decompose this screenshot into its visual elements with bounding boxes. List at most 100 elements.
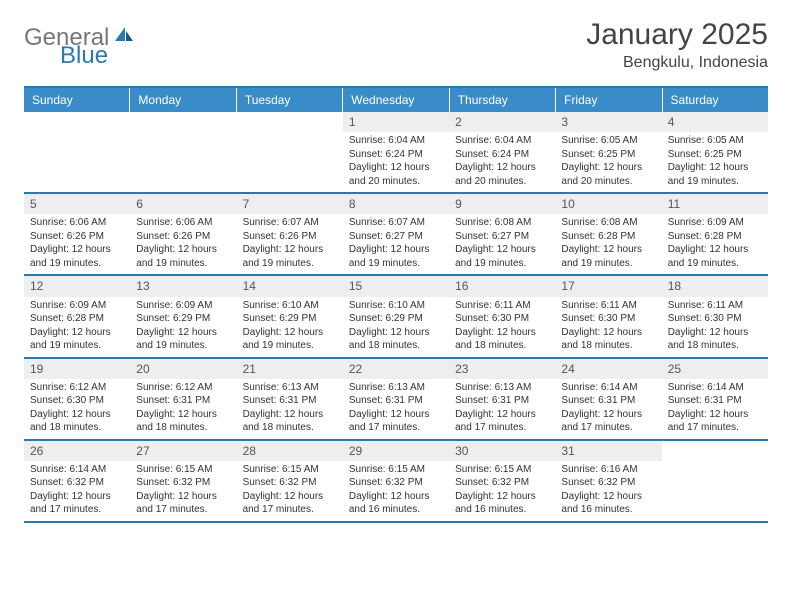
day-cell: 24Sunrise: 6:14 AMSunset: 6:31 PMDayligh… bbox=[555, 359, 661, 439]
sunset-line: Sunset: 6:31 PM bbox=[349, 394, 443, 408]
day-header: Saturday bbox=[663, 88, 768, 112]
sunset-line: Sunset: 6:31 PM bbox=[136, 394, 230, 408]
day-cell: 27Sunrise: 6:15 AMSunset: 6:32 PMDayligh… bbox=[130, 441, 236, 521]
day-cell: 13 Sunrise: 6:09 AMSunset: 6:29 PMDayligh… bbox=[130, 276, 236, 356]
day-cell: 3Sunrise: 6:05 AMSunset: 6:25 PMDaylight… bbox=[555, 112, 661, 192]
sunrise-line: Sunrise: 6:12 AM bbox=[30, 381, 124, 395]
daylight-line: Daylight: 12 hours and 19 minutes. bbox=[349, 243, 443, 270]
day-number: 20 bbox=[130, 359, 236, 379]
day-content: Sunrise: 6:04 AMSunset: 6:24 PMDaylight:… bbox=[343, 134, 449, 192]
day-number: 21 bbox=[237, 359, 343, 379]
sunset-line: Sunset: 6:30 PM bbox=[561, 312, 655, 326]
sunrise-line: Sunrise: 6:15 AM bbox=[243, 463, 337, 477]
sunrise-line: Sunrise: 6:09 AM bbox=[136, 299, 230, 313]
daylight-line: Daylight: 12 hours and 18 minutes. bbox=[455, 326, 549, 353]
day-content: Sunrise: 6:06 AMSunset: 6:26 PMDaylight:… bbox=[130, 216, 236, 274]
weeks-container: 1Sunrise: 6:04 AMSunset: 6:24 PMDaylight… bbox=[24, 112, 768, 523]
page-header: General January 2025 Bengkulu, Indonesia bbox=[24, 18, 768, 72]
sunrise-line: Sunrise: 6:14 AM bbox=[30, 463, 124, 477]
day-content: Sunrise: 6:05 AMSunset: 6:25 PMDaylight:… bbox=[555, 134, 661, 192]
week-row: 12Sunrise: 6:09 AMSunset: 6:28 PMDayligh… bbox=[24, 276, 768, 358]
day-content: Sunrise: 6:13 AMSunset: 6:31 PMDaylight:… bbox=[237, 381, 343, 439]
daylight-line: Daylight: 12 hours and 18 minutes. bbox=[668, 326, 762, 353]
sunrise-line: Sunrise: 6:05 AM bbox=[668, 134, 762, 148]
daylight-line: Daylight: 12 hours and 19 minutes. bbox=[136, 326, 230, 353]
daylight-line: Daylight: 12 hours and 18 minutes. bbox=[30, 408, 124, 435]
day-content: Sunrise: 6:11 AMSunset: 6:30 PMDaylight:… bbox=[555, 299, 661, 357]
daylight-line: Daylight: 12 hours and 17 minutes. bbox=[136, 490, 230, 517]
day-number: 4 bbox=[662, 112, 768, 132]
day-cell: 1Sunrise: 6:04 AMSunset: 6:24 PMDaylight… bbox=[343, 112, 449, 192]
day-number: 11 bbox=[662, 194, 768, 214]
day-cell: 23Sunrise: 6:13 AMSunset: 6:31 PMDayligh… bbox=[449, 359, 555, 439]
daylight-line: Daylight: 12 hours and 18 minutes. bbox=[561, 326, 655, 353]
day-cell: 15 Sunrise: 6:10 AMSunset: 6:29 PMDayligh… bbox=[343, 276, 449, 356]
sunset-line: Sunset: 6:24 PM bbox=[455, 148, 549, 162]
week-row: 5Sunrise: 6:06 AMSunset: 6:26 PMDaylight… bbox=[24, 194, 768, 276]
daylight-line: Daylight: 12 hours and 16 minutes. bbox=[455, 490, 549, 517]
daylight-line: Daylight: 12 hours and 17 minutes. bbox=[455, 408, 549, 435]
day-cell: 20Sunrise: 6:12 AMSunset: 6:31 PMDayligh… bbox=[130, 359, 236, 439]
day-cell: 8Sunrise: 6:07 AMSunset: 6:27 PMDaylight… bbox=[343, 194, 449, 274]
day-content: Sunrise: 6:14 AMSunset: 6:31 PMDaylight:… bbox=[662, 381, 768, 439]
sunrise-line: Sunrise: 6:06 AM bbox=[136, 216, 230, 230]
sunset-line: Sunset: 6:32 PM bbox=[561, 476, 655, 490]
sunset-line: Sunset: 6:31 PM bbox=[243, 394, 337, 408]
daylight-line: Daylight: 12 hours and 17 minutes. bbox=[561, 408, 655, 435]
day-number: 3 bbox=[555, 112, 661, 132]
day-content: Sunrise: 6:15 AMSunset: 6:32 PMDaylight:… bbox=[130, 463, 236, 521]
day-content: Sunrise: 6:14 AMSunset: 6:31 PMDaylight:… bbox=[555, 381, 661, 439]
daylight-line: Daylight: 12 hours and 19 minutes. bbox=[561, 243, 655, 270]
day-number: 17 bbox=[555, 276, 661, 296]
day-cell: 12Sunrise: 6:09 AMSunset: 6:28 PMDayligh… bbox=[24, 276, 130, 356]
day-number: 22 bbox=[343, 359, 449, 379]
sunset-line: Sunset: 6:31 PM bbox=[455, 394, 549, 408]
sunrise-line: Sunrise: 6:09 AM bbox=[668, 216, 762, 230]
week-row: 19Sunrise: 6:12 AMSunset: 6:30 PMDayligh… bbox=[24, 359, 768, 441]
day-content: Sunrise: 6:07 AMSunset: 6:27 PMDaylight:… bbox=[343, 216, 449, 274]
sunrise-line: Sunrise: 6:13 AM bbox=[349, 381, 443, 395]
sunset-line: Sunset: 6:32 PM bbox=[349, 476, 443, 490]
daylight-line: Daylight: 12 hours and 16 minutes. bbox=[561, 490, 655, 517]
day-number: 8 bbox=[343, 194, 449, 214]
day-number: 13 bbox=[130, 276, 236, 296]
daylight-line: Daylight: 12 hours and 20 minutes. bbox=[455, 161, 549, 188]
sunset-line: Sunset: 6:26 PM bbox=[30, 230, 124, 244]
day-cell: 31Sunrise: 6:16 AMSunset: 6:32 PMDayligh… bbox=[555, 441, 661, 521]
sunset-line: Sunset: 6:30 PM bbox=[668, 312, 762, 326]
sunrise-line: Sunrise: 6:04 AM bbox=[349, 134, 443, 148]
sunrise-line: Sunrise: 6:05 AM bbox=[561, 134, 655, 148]
month-title: January 2025 bbox=[586, 18, 768, 52]
day-cell bbox=[24, 112, 130, 192]
sunrise-line: Sunrise: 6:13 AM bbox=[455, 381, 549, 395]
sunrise-line: Sunrise: 6:15 AM bbox=[455, 463, 549, 477]
day-cell bbox=[662, 441, 768, 521]
daylight-line: Daylight: 12 hours and 18 minutes. bbox=[136, 408, 230, 435]
sunset-line: Sunset: 6:28 PM bbox=[561, 230, 655, 244]
logo-text-blue-wrap: Blue bbox=[60, 42, 108, 70]
logo-sail-icon bbox=[113, 25, 135, 48]
day-content: Sunrise: 6:11 AMSunset: 6:30 PMDaylight:… bbox=[449, 299, 555, 357]
sunset-line: Sunset: 6:31 PM bbox=[668, 394, 762, 408]
day-cell bbox=[237, 112, 343, 192]
sunset-line: Sunset: 6:25 PM bbox=[561, 148, 655, 162]
sunset-line: Sunset: 6:29 PM bbox=[136, 312, 230, 326]
day-content: Sunrise: 6:10 AMSunset: 6:29 PMDaylight:… bbox=[237, 299, 343, 357]
day-content: Sunrise: 6:10 AMSunset: 6:29 PMDaylight:… bbox=[343, 299, 449, 357]
day-number: 30 bbox=[449, 441, 555, 461]
title-block: January 2025 Bengkulu, Indonesia bbox=[586, 18, 768, 72]
daylight-line: Daylight: 12 hours and 18 minutes. bbox=[243, 408, 337, 435]
day-cell bbox=[130, 112, 236, 192]
day-content: Sunrise: 6:05 AMSunset: 6:25 PMDaylight:… bbox=[662, 134, 768, 192]
day-number: 9 bbox=[449, 194, 555, 214]
day-header: Wednesday bbox=[343, 88, 449, 112]
day-content: Sunrise: 6:08 AMSunset: 6:27 PMDaylight:… bbox=[449, 216, 555, 274]
day-content: Sunrise: 6:14 AMSunset: 6:32 PMDaylight:… bbox=[24, 463, 130, 521]
day-number: 16 bbox=[449, 276, 555, 296]
day-header: Sunday bbox=[24, 88, 130, 112]
day-number: 15 bbox=[343, 276, 449, 296]
day-cell: 17 Sunrise: 6:11 AMSunset: 6:30 PMDayligh… bbox=[555, 276, 661, 356]
sunset-line: Sunset: 6:29 PM bbox=[349, 312, 443, 326]
day-cell: 26Sunrise: 6:14 AMSunset: 6:32 PMDayligh… bbox=[24, 441, 130, 521]
sunset-line: Sunset: 6:32 PM bbox=[30, 476, 124, 490]
